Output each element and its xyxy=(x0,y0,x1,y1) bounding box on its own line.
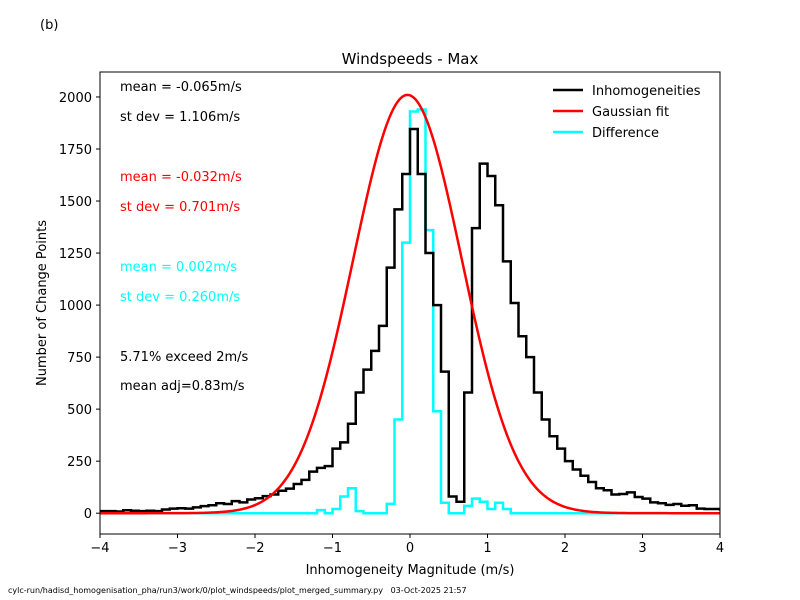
legend-label: Inhomogeneities xyxy=(592,84,701,99)
y-tick-label: 1250 xyxy=(59,247,92,262)
stats-annotations: mean = -0.065m/s st dev = 1.106m/s mean = … xyxy=(120,80,249,394)
y-tick-label: 500 xyxy=(67,403,92,418)
stat-annotation: mean adj=0.83m/s xyxy=(120,379,245,394)
y-tick-label: 0 xyxy=(84,507,92,522)
x-tick-label: 1 xyxy=(483,541,491,556)
stat-annotation: mean = -0.065m/s xyxy=(120,80,242,95)
x-tick-label: −3 xyxy=(168,541,187,556)
stat-annotation: st dev = 0.701m/s xyxy=(120,200,240,215)
footer-timestamp: 03-Oct-2025 21:57 xyxy=(390,586,467,595)
legend: Inhomogeneities Gaussian fit Difference xyxy=(553,84,701,141)
legend-label: Difference xyxy=(592,126,659,141)
y-tick-label: 1750 xyxy=(59,143,92,158)
stat-annotation: mean = 0.002m/s xyxy=(120,260,237,275)
y-tick-label: 250 xyxy=(67,455,92,470)
x-axis-label: Inhomogeneity Magnitude (m/s) xyxy=(306,563,515,578)
plot-area xyxy=(100,93,720,515)
x-tick-label: 3 xyxy=(638,541,646,556)
x-tick-label: 4 xyxy=(716,541,724,556)
x-tick-label: 2 xyxy=(561,541,569,556)
stat-annotation: mean = -0.032m/s xyxy=(120,170,242,185)
footer-source: cylc-run/hadisd_homogenisation_pha/run3/… xyxy=(8,586,467,595)
y-axis: 0 250 500 750 1000 1250 1500 1750 2000 xyxy=(59,91,100,522)
x-axis: −4 −3 −2 −1 0 1 2 3 4 xyxy=(90,534,724,556)
y-tick-label: 1000 xyxy=(59,299,92,314)
y-axis-label: Number of Change Points xyxy=(35,220,50,386)
y-tick-label: 2000 xyxy=(59,91,92,106)
y-tick-label: 1500 xyxy=(59,195,92,210)
y-tick-label: 750 xyxy=(67,351,92,366)
stat-annotation: st dev = 0.260m/s xyxy=(120,290,240,305)
footer-path: cylc-run/hadisd_homogenisation_pha/run3/… xyxy=(8,586,383,595)
panel-label: (b) xyxy=(40,18,59,33)
x-tick-label: 0 xyxy=(406,541,414,556)
chart-title: Windspeeds - Max xyxy=(342,50,479,68)
x-tick-label: −1 xyxy=(323,541,342,556)
stat-annotation: 5.71% exceed 2m/s xyxy=(120,350,249,365)
x-tick-label: −2 xyxy=(245,541,264,556)
series-inhomogeneities-line xyxy=(100,127,720,513)
stat-annotation: st dev = 1.106m/s xyxy=(120,110,240,125)
series-gaussian-fit-line xyxy=(100,93,720,515)
x-tick-label: −4 xyxy=(90,541,109,556)
legend-label: Gaussian fit xyxy=(592,105,669,120)
